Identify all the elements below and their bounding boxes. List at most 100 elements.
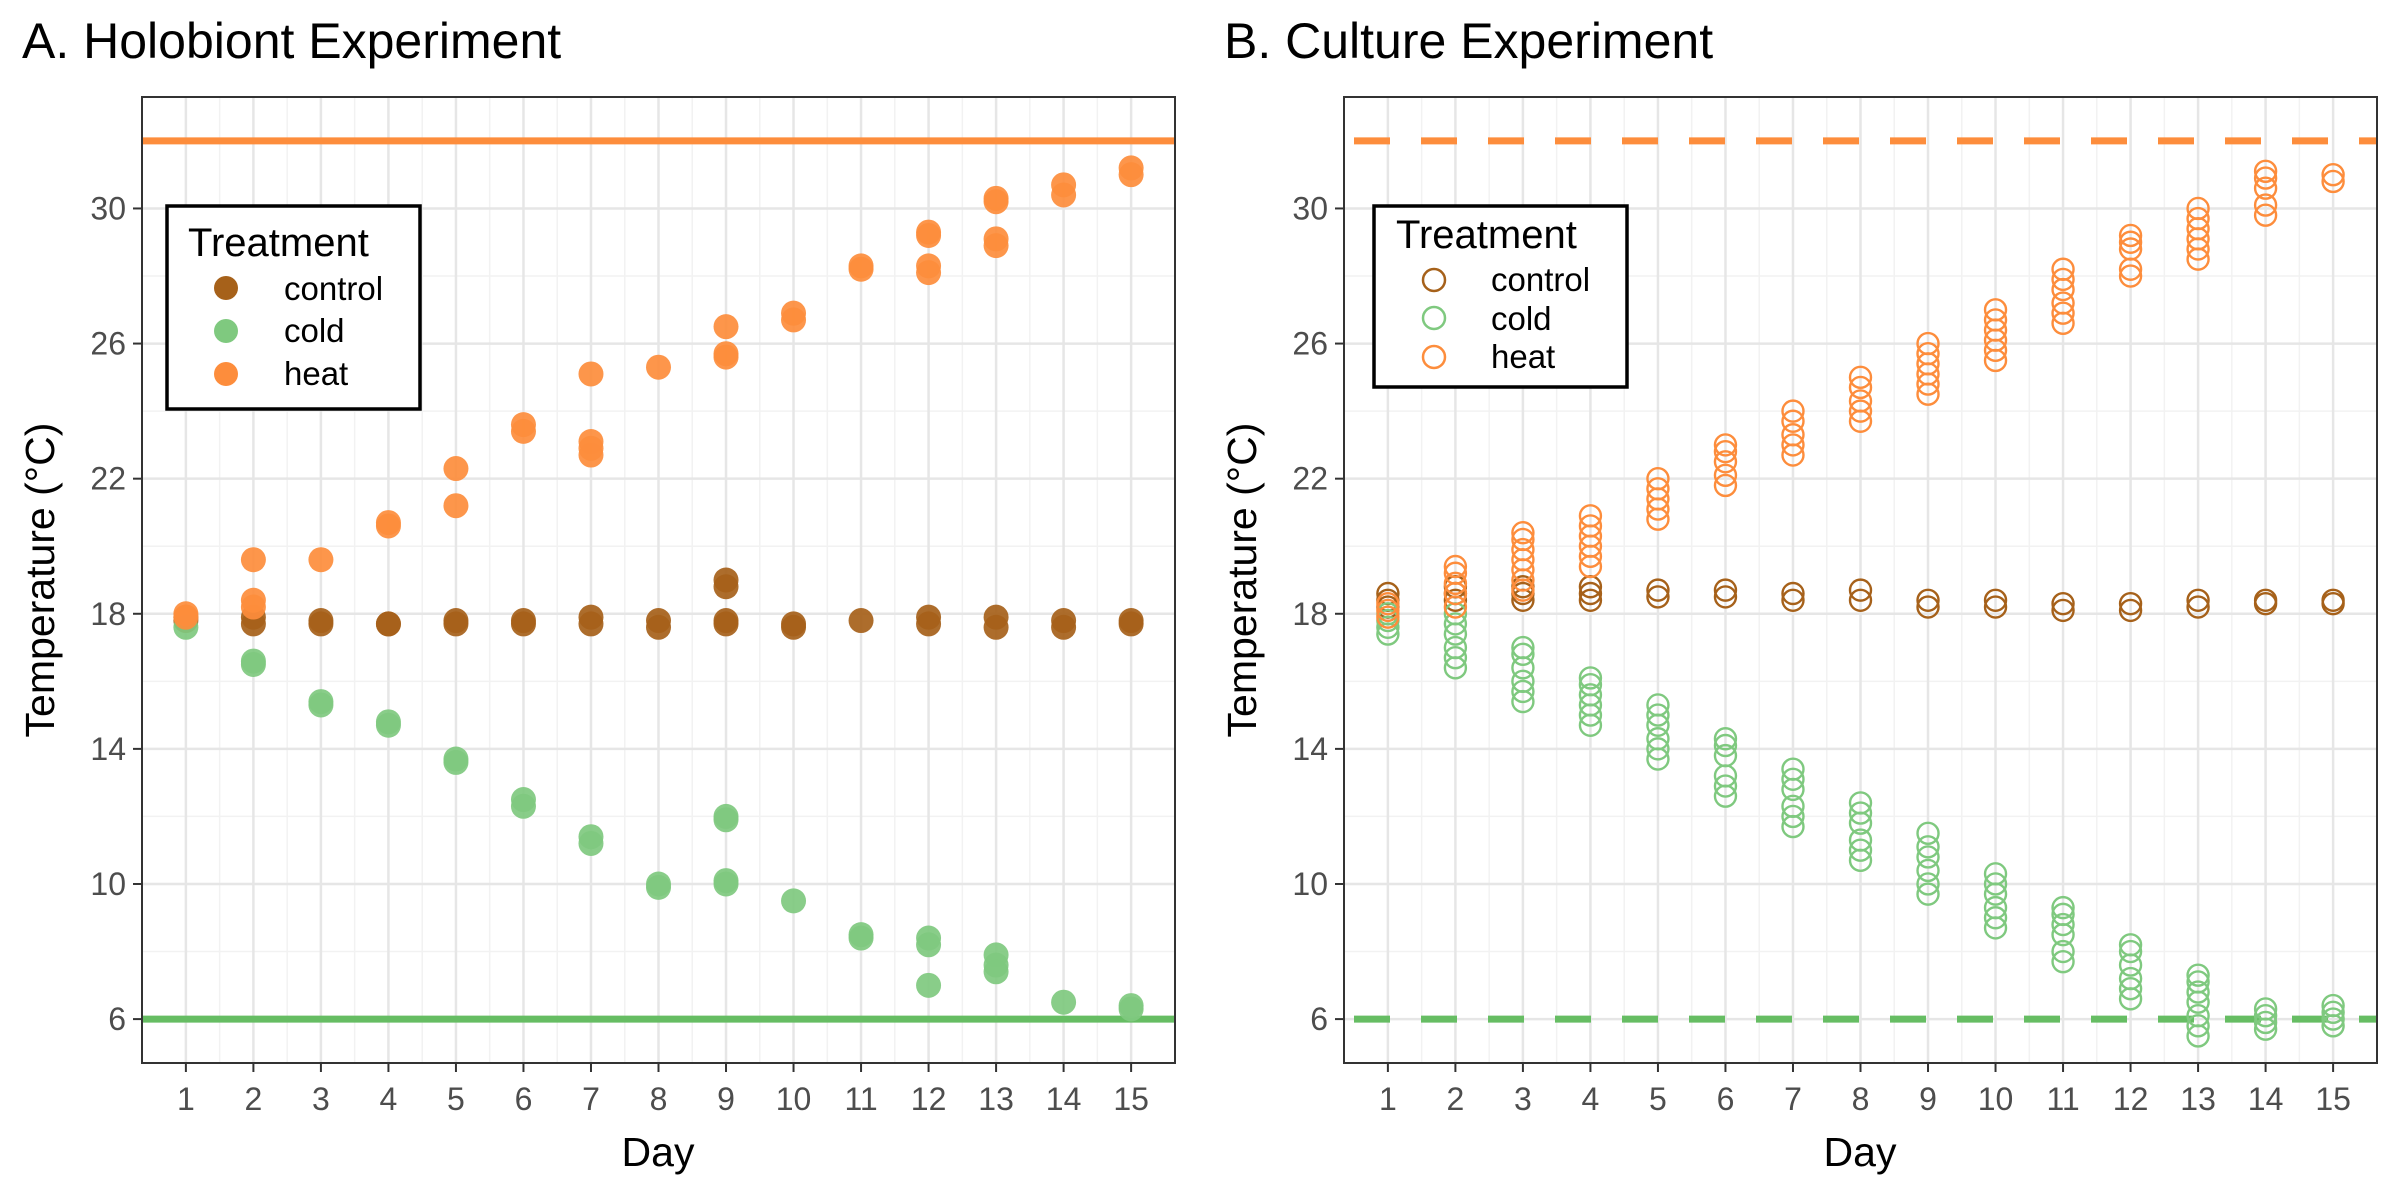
data-point-cold [1376,615,1400,639]
data-point-heat [1051,172,1077,198]
x-tick-label: 7 [1784,1081,1802,1117]
legend-box [165,204,422,411]
data-point-heat [1376,598,1400,623]
data-point-cold [1511,642,1535,667]
x-axis-label: Day [1824,1129,1897,1175]
y-tick-label: 14 [90,731,126,767]
data-point-cold [443,746,469,772]
data-point-heat [646,354,671,380]
data-point-control [1578,581,1603,606]
data-point-heat [578,429,604,455]
x-tick-label: 4 [1582,1081,1600,1117]
x-tick-label: 3 [1514,1081,1532,1117]
y-tick-label: 22 [90,461,126,497]
data-point-control [713,608,739,634]
legend: Treatment control cold heat [1372,204,1629,389]
y-axis-label: Temperature (°C) [17,423,63,738]
data-point-cold [1511,669,1535,694]
data-point-control [781,611,807,637]
data-point-heat [713,314,739,340]
data-point-control [443,608,469,634]
data-point-heat [1713,473,1738,498]
data-point-cold [1848,828,1873,852]
legend-label-control: control [284,270,383,307]
data-point-control [1646,578,1670,602]
data-point-heat [1713,450,1738,474]
data-point-control [848,608,874,634]
data-point-heat [2186,196,2210,221]
data-point-cold [2118,939,2143,964]
data-point-heat [2051,257,2075,281]
data-point-heat [1713,433,1738,457]
data-point-cold [646,871,671,897]
data-point-heat [916,219,942,245]
data-point-control [1051,608,1077,634]
data-point-control [1713,585,1738,609]
data-point-heat [1848,375,1873,400]
legend-key-cold [214,319,238,343]
data-point-heat [2051,301,2075,325]
data-point-cold [1916,821,1940,846]
data-point-cold [2253,1010,2278,1035]
data-point-cold [1713,774,1738,798]
data-point-cold [1916,835,1940,859]
legend-key-heat [214,362,238,386]
legend-box [1372,204,1629,389]
x-axis-label: Day [622,1129,695,1175]
y-tick-label: 30 [1292,190,1328,226]
data-point-heat [2253,159,2278,184]
x-tick-label: 8 [650,1081,668,1117]
data-point-cold [1848,801,1873,825]
data-point-heat [1376,605,1400,629]
data-point-cold [1646,727,1670,751]
data-point-cold [1983,862,2008,886]
y-tick-label: 10 [90,866,126,902]
data-point-cold [1578,673,1603,697]
data-point-control [2051,598,2075,623]
data-point-heat [2051,267,2075,292]
legend-key-control [1421,267,1447,293]
data-point-heat [1443,554,1468,579]
y-tick-label: 22 [1292,461,1328,497]
y-tick-label: 10 [1292,866,1328,902]
data-point-cold [1443,612,1468,636]
data-point-heat [848,253,874,279]
data-point-control [1848,588,1873,612]
data-point-heat [2051,291,2075,315]
data-point-heat [1578,514,1603,538]
data-point-cold [848,922,874,948]
data-point-cold [1848,791,1873,815]
x-tick-label: 15 [1113,1081,1149,1117]
data-point-heat [578,361,604,387]
data-point-control [2253,588,2278,612]
data-point-heat [2118,264,2143,288]
x-tick-label: 5 [447,1081,465,1117]
data-point-control [1443,588,1468,612]
data-point-cold [1646,737,1670,761]
data-point-heat [781,300,807,326]
data-point-cold [713,803,739,829]
data-point-cold [2051,912,2075,937]
data-point-heat [443,456,469,482]
data-point-control [2321,588,2345,612]
data-point-cold [2186,980,2210,1004]
legend-key-heat [1421,344,1447,370]
x-tick-label: 11 [2046,1081,2079,1117]
data-point-cold [1511,635,1535,660]
data-point-cold [1983,895,2008,920]
data-point-cold [2186,1004,2210,1028]
data-point-cold [1713,743,1738,768]
data-point-cold [1646,703,1670,727]
data-point-heat [916,253,942,279]
data-point-cold [2186,1014,2210,1038]
data-point-control [1578,588,1603,612]
data-point-cold [1916,845,1940,869]
data-point-heat [2186,206,2210,231]
x-tick-label: 11 [844,1081,877,1117]
y-tick-label: 26 [90,326,126,362]
data-point-cold [1578,666,1603,690]
